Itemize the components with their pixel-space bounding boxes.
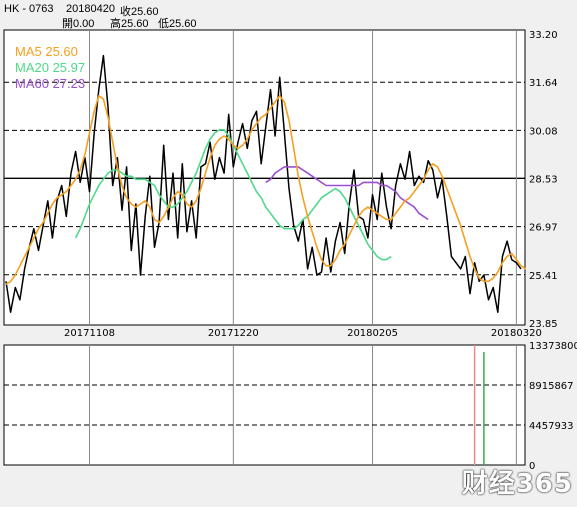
series-line-ma5 [5, 95, 527, 286]
volume-tick-label: 0 [529, 461, 535, 472]
volume-panel [3, 344, 526, 466]
date-label: 20171220 [208, 328, 259, 339]
series-line-close [5, 54, 522, 313]
volume-tick-label: 13373800 [529, 341, 577, 352]
date-label: 20171108 [64, 328, 115, 339]
legend-ma60: MA60 27.23 [15, 76, 86, 91]
header-high: 高25.60 [110, 18, 149, 30]
price-tick-label: 33.20 [529, 30, 558, 41]
date-label: 20180320 [491, 328, 542, 339]
volume-tick-label: 8915867 [529, 381, 574, 392]
price-tick-label: 31.64 [529, 78, 558, 89]
header-low: 低25.60 [158, 18, 197, 30]
price-tick-label: 30.08 [529, 126, 558, 137]
date-label: 20180205 [347, 328, 398, 339]
price-tick-label: 26.97 [529, 223, 558, 234]
legend-ma5: MA5 25.60 [15, 44, 78, 59]
header-date: 20180420 [66, 3, 115, 15]
series-line-ma60 [265, 166, 429, 221]
price-tick-label: 25.41 [529, 271, 558, 282]
legend-ma20: MA20 25.97 [15, 60, 86, 75]
volume-tick-label: 4457933 [529, 421, 574, 432]
price-tick-label: 23.85 [529, 319, 558, 330]
price-tick-label: 28.53 [529, 174, 558, 185]
watermark-logo: 财经365 [461, 469, 573, 499]
header-open: 開0.00 [62, 18, 95, 30]
header-close: 收25.60 [120, 6, 159, 18]
header-symbol: HK - 0763 [4, 3, 54, 15]
